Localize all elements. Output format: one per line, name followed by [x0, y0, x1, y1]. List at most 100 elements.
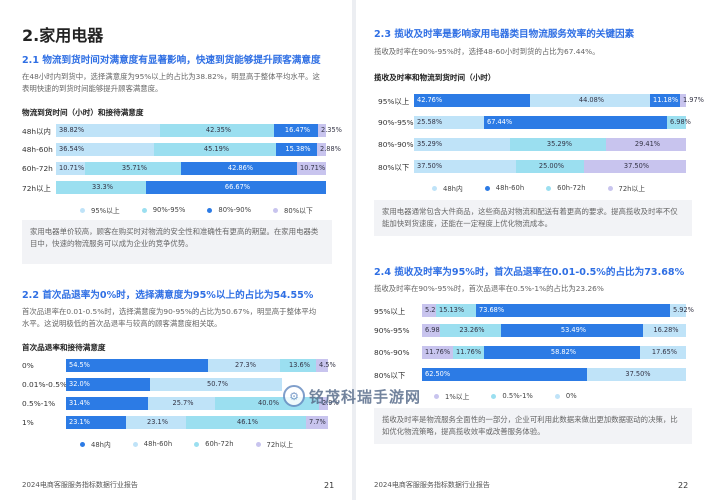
legend-label: 80%以下 [284, 207, 313, 215]
bar-segment: 35.29% [414, 138, 510, 151]
bar-segment: 45.19% [154, 143, 276, 156]
legend-label: 60h-72h [205, 440, 234, 448]
bar-segment: 67.44% [484, 116, 667, 129]
legend-label: 90%-95% [152, 206, 186, 214]
bar-segment: 10.71% [56, 162, 85, 175]
bar-segment: 32.0% [66, 378, 150, 391]
bar-segment: 37.50% [584, 160, 686, 173]
bar-segment: 38.82% [56, 124, 160, 137]
bar-segment: 6.98% [422, 324, 446, 337]
bar-segment: 62.50% [422, 368, 587, 381]
legend-label: 72h以上 [618, 185, 646, 193]
bar-chart-2-2: 0% 54.5% 27.3% 13.6% 4.5% 0.01%-0.5% 32.… [22, 359, 339, 431]
note-box-2-1: 家用电器单价较高，顾客在购买时对物流的安全性和准确性有更高的期望。在家用电器类目… [22, 220, 332, 264]
legend-dot-icon [434, 393, 439, 399]
bar-segment: 58.82% [484, 346, 640, 359]
row-label: 1% [22, 418, 34, 427]
legend-label: 48h-60h [495, 184, 525, 192]
legend-label: 48h内 [443, 185, 463, 193]
legend-dot-icon [546, 185, 552, 191]
bar-segment: 73.68% [476, 304, 670, 317]
legend-dot-icon [255, 441, 261, 447]
legend-dot-icon [554, 393, 560, 399]
chart-title-2-3: 揽收及时率和物流到货时间（小时） [374, 73, 496, 82]
bar-segment: 10.71% [297, 162, 326, 175]
bar-segment: 15.38% [276, 143, 317, 156]
bar-segment: 54.5% [66, 359, 208, 372]
legend-dot-icon [432, 185, 437, 191]
bar-segment: 35.29% [510, 138, 606, 151]
bar-segment: 13.6% [280, 359, 316, 372]
bar-chart-2-1: 48h以内 38.82% 42.35% 16.47% 2.35% 48h-60h… [22, 124, 342, 196]
note-box-2-3: 家用电器通常包含大件商品，这些商品对物流和配送有着更高的要求。提高揽收及时率不仅… [374, 200, 692, 236]
bar-segment: 25.7% [148, 397, 215, 410]
legend-label: 0.5%-1% [502, 392, 533, 400]
row-label: 72h以上 [22, 184, 51, 193]
right-page: 2.3 揽收及时率是影响家用电器类目物流服务效率的关键因素 揽收及时率在90%-… [356, 0, 707, 500]
bar-segment: 15.13% [436, 304, 476, 317]
bar-segment: 27.3% [208, 359, 280, 372]
bar-segment: 23.1% [66, 416, 126, 429]
legend-label: 60h-72h [557, 184, 586, 192]
bar-segment: 25.58% [414, 116, 484, 129]
bar-segment: 42.76% [414, 94, 530, 107]
bar-segment: 44.08% [530, 94, 650, 107]
bar-segment: 6.98% [667, 116, 691, 129]
row-label: 95%以上 [374, 307, 406, 316]
row-label: 80%以下 [374, 371, 406, 380]
bar-segment: 25.00% [516, 160, 584, 173]
row-label: 0.5%-1% [22, 399, 56, 408]
heading-2-3: 2.3 揽收及时率是影响家用电器类目物流服务效率的关键因素 [374, 29, 635, 40]
chart-title-2-1: 物流到货时间（小时）和接待满意度 [22, 108, 144, 117]
footer-right: 2024电商客服服务指标数据行业报告 [374, 481, 490, 489]
heading-2-1: 2.1 物流到货时间对满意度有显著影响，快速到货能够提升顾客满意度 [22, 55, 321, 66]
left-page: 2.家用电器 2.1 物流到货时间对满意度有显著影响，快速到货能够提升顾客满意度… [0, 0, 352, 500]
bar-segment: 17.65% [640, 346, 686, 359]
legend-dot-icon [484, 185, 490, 191]
bar-segment: 23.26% [440, 324, 501, 337]
legend-dot-icon [132, 441, 138, 447]
legend-label: 95%以上 [91, 207, 120, 215]
bar-segment: 50.7% [150, 378, 282, 391]
legend-dot-icon [80, 441, 85, 447]
row-label: 0.01%-0.5% [22, 380, 67, 389]
row-label: 0% [22, 361, 34, 370]
bar-segment: 35.71% [85, 162, 181, 175]
legend-label: 48h内 [91, 441, 111, 449]
legend-dot-icon [491, 393, 497, 399]
bar-segment: 2.35% [318, 124, 342, 137]
row-label: 48h-60h [22, 145, 53, 154]
bar-chart-2-3: 95%以上 42.76% 44.08% 11.18% 1.97% 90%-95%… [374, 94, 704, 173]
legend-dot-icon [194, 441, 200, 447]
bar-segment: 16.47% [274, 124, 318, 137]
bar-segment: 23.1% [126, 416, 186, 429]
para-2-4: 揽收及时率在90%-95%时，首次品退率在0.5%-1%的占比为23.26% [374, 284, 604, 293]
bar-segment: 5.26% [422, 304, 446, 317]
legend-dot-icon [80, 207, 85, 213]
page-gutter [352, 0, 356, 500]
legend-dot-icon [141, 207, 147, 213]
row-label: 95%以上 [378, 97, 410, 106]
bar-segment: 42.86% [181, 162, 297, 175]
bar-segment: 2.9% [319, 397, 339, 410]
bar-segment: 31.4% [66, 397, 148, 410]
para-2-3: 揽收及时率在90%-95%时，选择48-60小时到货的占比为67.44%。 [374, 47, 600, 56]
chart-title-2-2: 首次品退率和接待满意度 [22, 343, 106, 352]
row-label: 90%-95% [378, 118, 414, 127]
bar-segment: 16.28% [643, 324, 686, 337]
bar-segment: 37.50% [414, 160, 516, 173]
legend-2-3: 48h内 48h-60h 60h-72h 72h以上 [432, 183, 667, 193]
bar-segment: 1.97% [680, 94, 704, 107]
row-label: 80%以下 [378, 163, 410, 172]
legend-dot-icon [207, 207, 213, 213]
note-box-2-4: 揽收及时率是物流服务全面性的一部分，企业可利用此数据来做出更加数据驱动的决策，比… [374, 408, 692, 444]
para-2-1: 在48小时内到货中，选择满意度为95%以上的占比为38.82%，明显高于整体平均… [22, 72, 320, 93]
bar-segment: 11.18% [650, 94, 680, 107]
bar-segment: 11.76% [453, 346, 484, 359]
bar-segment: 5.92% [670, 304, 694, 317]
para-2-2: 首次品退率在0.01-0.5%时，选择满意度为90-95%的占比为50.67%，… [22, 307, 317, 328]
footer-left: 2024电商客服服务指标数据行业报告 [22, 481, 138, 489]
page-number-left: 21 [324, 481, 335, 490]
bar-segment: 4.5% [316, 359, 336, 372]
bar-segment: 33.3% [56, 181, 146, 194]
